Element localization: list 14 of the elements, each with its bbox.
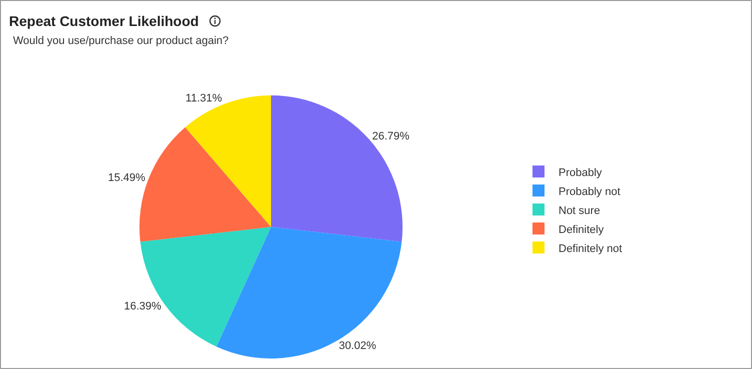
chart-title: Repeat Customer Likelihood [9,13,199,29]
data-label: 26.79% [372,130,410,143]
chart-subtitle: Would you use/purchase our product again? [13,35,229,47]
data-label: 11.31% [186,92,222,104]
legend-label: Not sure [558,204,600,217]
pie-slice [216,226,402,358]
data-label: 30.02% [338,340,376,352]
data-label: 16.39% [124,300,162,312]
legend-label: Definitely not [558,242,622,255]
legend-label: Probably [558,166,602,179]
pie-slice [185,95,271,227]
legend-label: Probably not [558,186,620,198]
data-label: 15.49% [108,172,146,184]
legend-label: Definitely [558,224,604,236]
